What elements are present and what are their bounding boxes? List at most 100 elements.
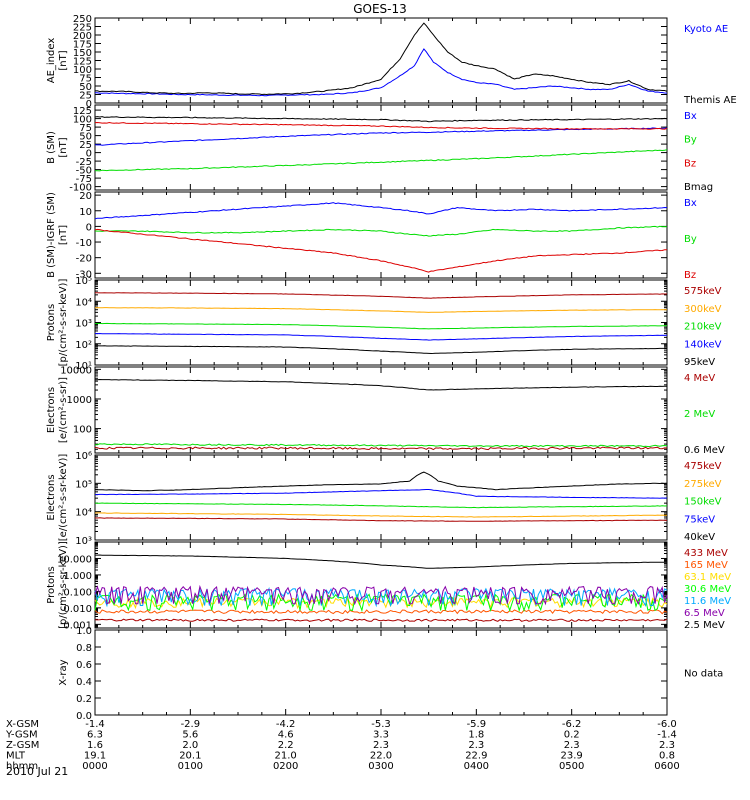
y-tick-label: 1000 (67, 395, 92, 406)
ephemeris-value: 2.3 (564, 740, 580, 751)
y-tick-label: 0.010 (63, 604, 92, 615)
y-tick-label: 0.0 (76, 711, 92, 722)
y-tick-label: 200 (73, 31, 92, 42)
plot-title: GOES-13 (353, 2, 407, 16)
series-line-themis-ae (94, 22, 668, 96)
y-tick-label: 0 (86, 99, 92, 110)
y-axis-label: [p/(cm²-s-sr-keV)] (58, 541, 69, 629)
ephemeris-value: 1.6 (87, 740, 103, 751)
y-tick-label: 150 (73, 48, 92, 59)
legend-label: 433 MeV (684, 548, 728, 559)
y-tick-label: -50 (76, 166, 92, 177)
ephemeris-row-label: Y-GSM (5, 730, 38, 741)
y-tick-label: 0.100 (63, 587, 92, 598)
date-label: 2010 Jul 21 (6, 765, 68, 778)
ephemeris-value: 1.8 (468, 730, 484, 741)
legend-label: Bx (684, 198, 697, 209)
legend-label: 300keV (684, 304, 722, 315)
ephemeris-table: X-GSM -1.4 -2.9 -4.2 -5.3 -5.9 -6.2 -6.0 Y-GSM 6.… (5, 719, 680, 772)
series-line-140kev (94, 332, 668, 341)
y-tick-label: 0.8 (76, 643, 92, 654)
y-tick-label: 25 (79, 91, 92, 102)
series-line-bx (94, 202, 668, 220)
ephemeris-value: -5.9 (467, 719, 487, 730)
y-axis-label: [e/(cm²-s-sr-keV)] (58, 454, 69, 542)
legend-label: 2 MeV (684, 409, 715, 420)
series-line-bz (94, 121, 668, 130)
ephemeris-row-label: MLT (6, 751, 26, 762)
y-tick-label: -100 (69, 183, 92, 194)
y-tick-label: 10 (79, 207, 92, 218)
legend-label: 275keV (684, 479, 722, 490)
y-axis-label: Electrons (46, 387, 57, 433)
legend-label: 11.6 MeV (684, 596, 731, 607)
y-axis-label: Protons (46, 566, 57, 603)
series-line-210kev (94, 322, 667, 330)
series-line-95kev (95, 345, 668, 355)
ephemeris-value: 6.3 (87, 730, 103, 741)
legend-label: 150keV (684, 497, 722, 508)
legend-label: 63.1 MeV (684, 572, 731, 583)
y-tick-label: 10⁴ (75, 297, 92, 308)
ephemeris-value: 19.1 (84, 751, 106, 762)
y-tick-label: -25 (76, 157, 92, 168)
y-tick-label: 10⁴ (75, 508, 92, 519)
legend-label: 40keV (684, 532, 715, 543)
y-axis-label: X-ray (58, 659, 69, 685)
ephemeris-value: -2.9 (181, 719, 201, 730)
legend-label: 475keV (684, 461, 722, 472)
y-tick-label: 75 (79, 74, 92, 85)
ephemeris-value: 2.3 (468, 740, 484, 751)
y-tick-label: 100 (73, 65, 92, 76)
legend-label: 6.5 MeV (684, 608, 725, 619)
series-line-bz (94, 228, 667, 273)
y-tick-label: -20 (76, 254, 92, 265)
ephemeris-value: -1.4 (85, 719, 105, 730)
ephemeris-value: 0000 (82, 761, 107, 772)
y-tick-label: -10 (76, 238, 92, 249)
panel-frame (94, 541, 668, 629)
ephemeris-value: 2.3 (373, 740, 389, 751)
ephemeris-value: -5.3 (371, 719, 391, 730)
series-line-30.6-mev (94, 593, 668, 613)
y-tick-label: 10³ (75, 536, 92, 547)
ephemeris-value: 3.3 (373, 730, 389, 741)
ephemeris-value: 0300 (368, 761, 393, 772)
y-axis-label: B (SM)-IGRF (SM) (46, 192, 57, 278)
series-line-575kev (94, 292, 667, 299)
ephemeris-value: 4.6 (278, 730, 294, 741)
y-tick-label: 0.6 (76, 660, 92, 671)
series-line-275kev (94, 512, 668, 518)
y-tick-label: 10.000 (57, 554, 92, 565)
panel-3: -30 -20 -10 0 10 20 B (SM)-IGRF (SM) [nT] Bx By Bz (46, 191, 697, 281)
y-tick-label: 10² (75, 340, 92, 351)
y-axis-label: B (SM) (46, 131, 57, 164)
y-tick-label: 10⁶ (75, 451, 92, 462)
legend-label: Kyoto AE (684, 24, 728, 35)
series-line-0.6-mev (95, 378, 668, 391)
ephemeris-value: 21.0 (275, 751, 297, 762)
series-line-165-mev (94, 609, 668, 615)
series-line-300kev (94, 307, 668, 313)
ephemeris-value: 22.0 (370, 751, 392, 762)
legend-label: Bz (684, 270, 696, 281)
y-axis-label: [nT] (58, 50, 69, 70)
series-line-bmag (94, 116, 668, 123)
legend-label: 30.6 MeV (684, 584, 731, 595)
ephemeris-value: -6.2 (562, 719, 582, 730)
y-tick-label: 1.000 (63, 571, 92, 582)
y-tick-label: -30 (76, 269, 92, 280)
series-line-by (94, 149, 668, 172)
legend-label: 165 MeV (684, 560, 728, 571)
legend-label: By (684, 234, 697, 245)
ephemeris-value: 22.9 (465, 751, 487, 762)
panel-frame (94, 191, 668, 279)
y-axis-label: [p/(cm²-s-sr-keV)] (58, 279, 69, 367)
series-line-by (94, 225, 668, 237)
legend-label: Bmag (684, 182, 713, 193)
legend-label: 0.6 MeV (684, 445, 725, 456)
legend-label: Bx (684, 111, 697, 122)
